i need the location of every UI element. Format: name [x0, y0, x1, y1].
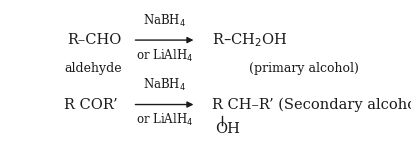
- Text: or LiAlH$_4$: or LiAlH$_4$: [136, 48, 193, 64]
- Text: OH: OH: [215, 122, 240, 136]
- Text: R CH–R’ (Secondary alcohol): R CH–R’ (Secondary alcohol): [212, 97, 411, 112]
- Text: or LiAlH$_4$: or LiAlH$_4$: [136, 112, 193, 128]
- Text: NaBH$_4$: NaBH$_4$: [143, 13, 186, 29]
- Text: R–CHO: R–CHO: [67, 33, 122, 47]
- Text: R–CH$_2$OH: R–CH$_2$OH: [212, 31, 288, 49]
- Text: aldehyde: aldehyde: [64, 62, 122, 75]
- Text: NaBH$_4$: NaBH$_4$: [143, 77, 186, 93]
- Text: (primary alcohol): (primary alcohol): [249, 62, 359, 75]
- Text: R COR’: R COR’: [64, 97, 118, 112]
